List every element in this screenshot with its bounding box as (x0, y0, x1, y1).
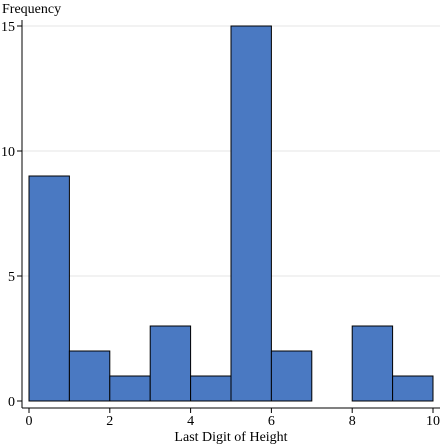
bars (28, 25, 434, 402)
x-axis-title: Last Digit of Height (174, 430, 287, 445)
axes (21, 20, 440, 409)
x-tick-label-4: 4 (187, 414, 194, 429)
y-tick-label-0: 0 (8, 395, 15, 410)
y-axis-ticks: 0 5 10 15 (1, 20, 22, 410)
x-tick-label-10: 10 (426, 414, 440, 429)
y-tick-label-5: 5 (8, 270, 15, 285)
bar-3-4 (149, 325, 192, 402)
bar-8-9 (351, 325, 394, 402)
bar-4-5 (190, 375, 232, 402)
bar-1-2 (68, 350, 111, 402)
bar-0-1 (28, 175, 70, 402)
y-tick-label-15: 15 (1, 20, 15, 35)
x-axis-ticks: 0 2 4 6 8 10 (26, 408, 440, 429)
x-tick-label-6: 6 (268, 414, 275, 429)
x-tick-label-2: 2 (106, 414, 113, 429)
y-axis-title: Frequency (2, 2, 61, 17)
x-tick-label-0: 0 (26, 414, 33, 429)
x-tick-label-8: 8 (349, 414, 356, 429)
bar-9-10 (392, 375, 434, 402)
bar-5-6 (230, 25, 272, 402)
bar-6-7 (270, 350, 313, 402)
y-tick-label-10: 10 (1, 145, 15, 160)
bar-2-3 (109, 375, 151, 402)
